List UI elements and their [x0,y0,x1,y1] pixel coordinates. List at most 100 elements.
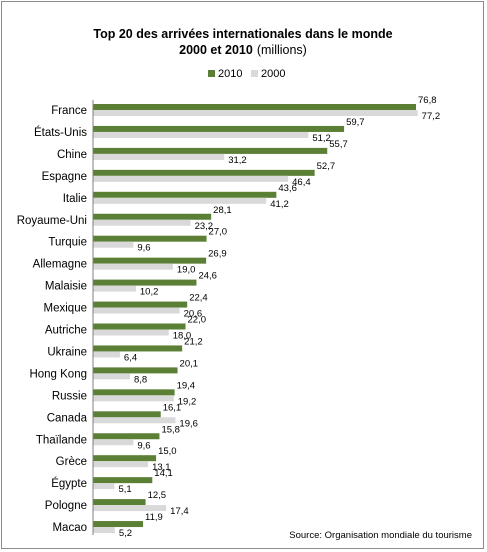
data-label-2010: 22,4 [189,293,208,304]
chart-title-unit: (millions) [257,43,307,57]
category-label: Canada [47,412,88,424]
chart-title-line2: 2000 et 2010 (millions) [179,43,307,57]
category-label: Royaume-Uni [17,215,87,227]
bar-2010 [93,169,315,176]
category-label: Malaisie [45,281,87,293]
data-label-2000: 9,6 [137,243,150,254]
bar-2010 [93,477,153,484]
bar-2000 [93,110,418,116]
data-label-2000: 23,2 [195,221,214,232]
category-label: Allemagne [33,259,87,271]
data-label-2000: 19,6 [179,418,198,429]
source-note: Source: Organisation mondiale du tourism… [289,530,472,541]
data-label-2010: 22,0 [188,315,207,326]
data-label-2010: 15,8 [161,424,180,435]
bar-2000 [93,329,169,336]
bar-2010 [93,191,277,198]
data-label-2000: 17,4 [170,506,189,517]
bar-2010 [93,411,161,418]
data-label-2010: 26,9 [208,249,227,260]
data-label-2000: 19,2 [178,396,197,407]
bar-2000 [93,505,167,512]
category-label: Hong Kong [29,368,87,380]
bar-2010 [93,301,188,308]
data-label-2010: 20,1 [180,358,199,369]
data-label-2010: 59,7 [346,117,365,128]
data-label-2010: 24,6 [198,271,217,282]
legend-swatch-2000 [251,70,258,77]
bar-2000 [93,461,149,468]
data-label-2010: 16,1 [163,402,182,413]
data-label-2000: 31,2 [228,155,247,166]
category-label: États-Unis [34,126,87,139]
bar-2010 [93,279,197,286]
data-label-2000: 10,2 [140,287,159,298]
data-label-2010: 21,2 [184,336,203,347]
legend-swatch-2010 [208,70,215,77]
legend-label-2000: 2000 [261,68,285,80]
category-label: Espagne [42,171,87,183]
bar-2000 [93,307,180,314]
bar-2010 [93,147,328,154]
category-label: France [51,105,87,117]
bar-2010 [93,389,175,396]
data-label-2000: 18,0 [173,331,192,342]
category-label: Chine [57,149,87,161]
bar-2000 [93,241,134,248]
category-label: Égypte [51,477,87,490]
data-label-2000: 19,0 [177,265,196,276]
data-label-2010: 76,8 [418,95,437,106]
bars-group: France 76,8 77,2 États-Unis 59,7 51,2 Chine 55,… [17,95,440,539]
bar-2010 [93,257,207,264]
bar-2010 [93,499,146,506]
category-label: Autriche [45,325,87,337]
data-label-2000: 6,4 [124,352,137,363]
data-label-2010: 15,0 [158,446,177,457]
bar-2010 [93,323,186,330]
bar-2000 [93,417,176,424]
data-label-2000: 41,2 [270,199,289,210]
bar-2000 [93,263,173,270]
data-label-2000: 46,4 [292,177,311,188]
bar-2000 [93,439,134,446]
data-label-2000: 8,8 [134,374,147,385]
category-label: Grèce [56,456,87,468]
bar-2000 [93,373,131,380]
chart-title-line1: Top 20 des arrivées internationales dans… [93,27,392,41]
data-label-2010: 55,7 [329,139,348,150]
category-label: Pologne [45,500,87,512]
data-label-2010: 14,1 [154,468,173,479]
data-label-2000: 5,1 [118,484,131,495]
bar-2000 [93,285,136,292]
category-label: Ukraine [47,346,87,358]
data-label-2010: 19,4 [177,380,196,391]
bar-2000 [93,131,309,138]
data-label-2010: 11,9 [145,512,163,523]
data-label-2000: 13,1 [152,462,171,473]
bar-2000 [93,153,225,160]
bar-2010 [93,367,178,374]
legend-label-2010: 2010 [218,68,242,80]
bar-2000 [93,175,289,182]
data-label-2010: 28,1 [213,205,232,216]
category-label: Italie [63,193,87,205]
data-label-2010: 52,7 [317,161,336,172]
bar-2010 [93,104,416,110]
bar-2010 [93,235,207,242]
data-label-2010: 12,5 [148,490,167,501]
data-label-2010: 27,0 [209,227,228,238]
bar-2010 [93,345,183,352]
data-label-2000: 77,2 [422,111,441,122]
bar-2010 [93,125,345,132]
bar-2010 [93,521,144,528]
category-label: Turquie [48,237,87,249]
data-label-2000: 5,2 [119,528,132,539]
bar-2000 [93,395,174,402]
data-label-2000: 20,6 [184,309,203,320]
bar-2010 [93,455,157,462]
data-label-2000: 9,6 [137,440,150,451]
category-label: Thaïlande [36,434,87,446]
bar-2000 [93,483,115,490]
category-label: Russie [52,390,87,402]
